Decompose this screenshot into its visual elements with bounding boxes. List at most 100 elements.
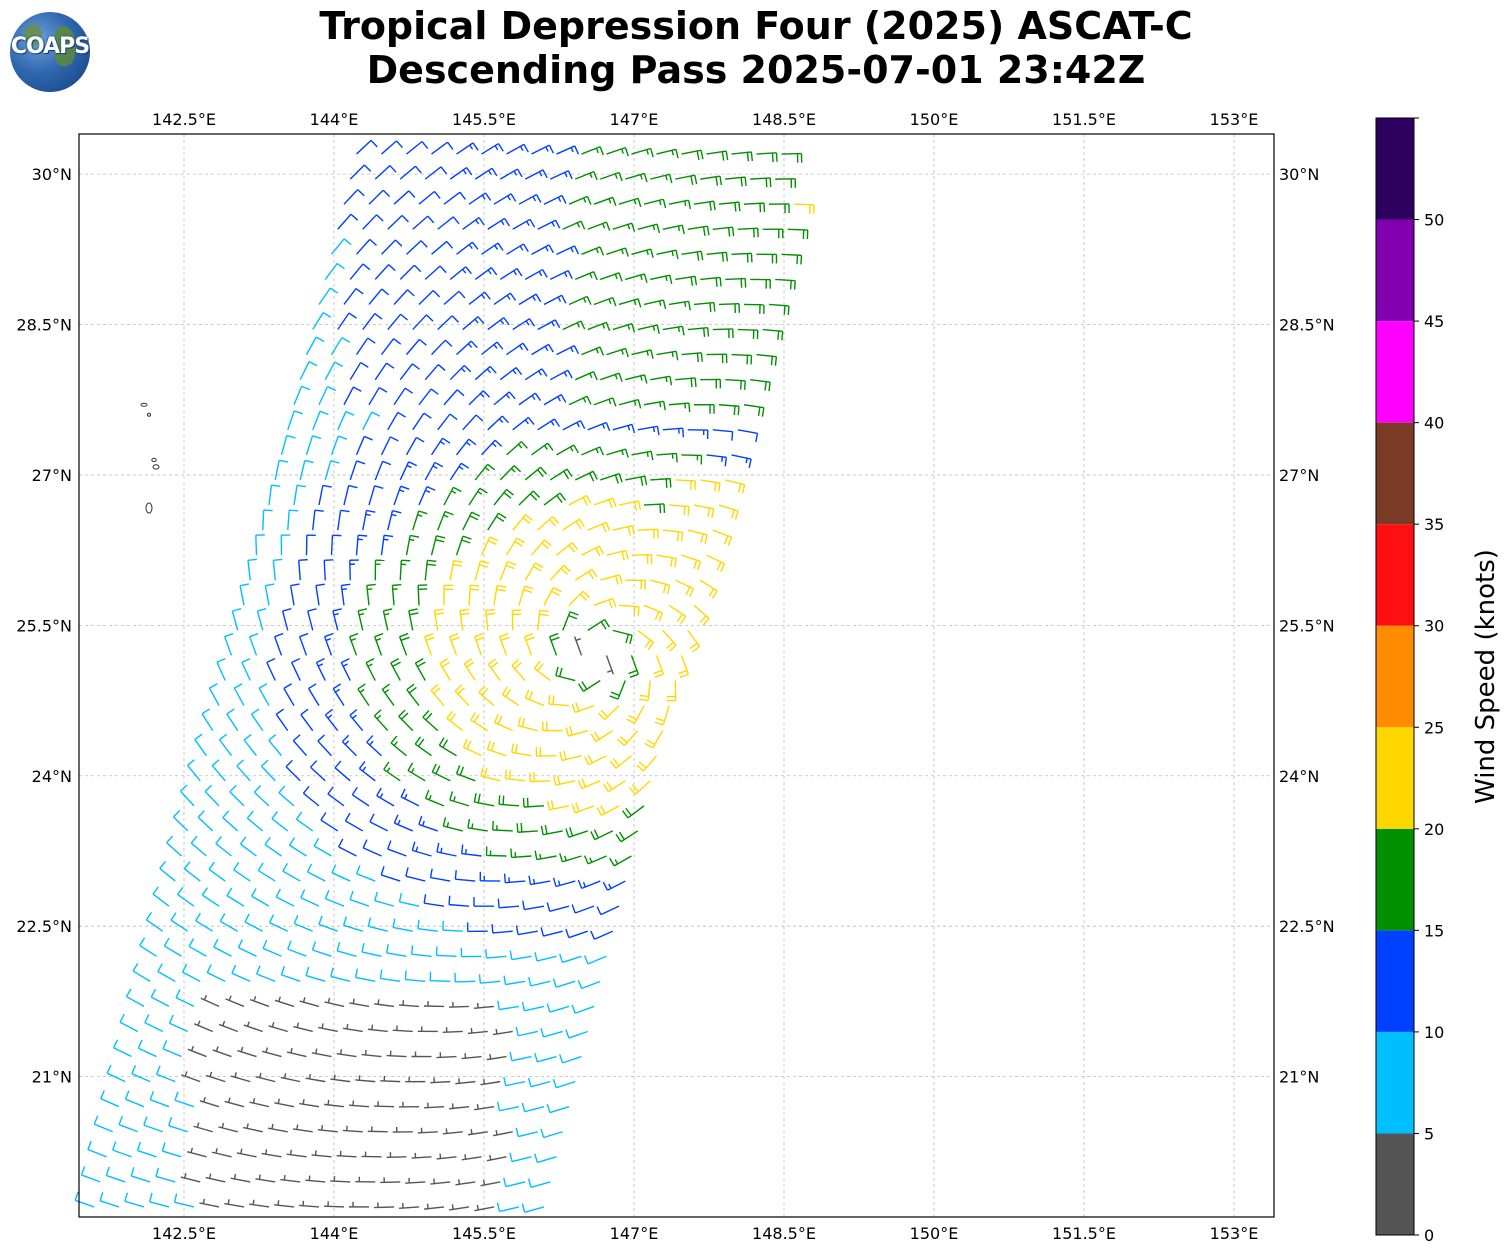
- wind-barb: [762, 328, 784, 341]
- wind-barb: [226, 887, 245, 907]
- wind-barb: [650, 477, 672, 488]
- wind-barb: [656, 554, 677, 568]
- wind-barb: [481, 341, 504, 356]
- wind-barb: [343, 484, 358, 506]
- wind-barb: [197, 810, 214, 832]
- wind-barb: [552, 1078, 576, 1089]
- wind-barb: [317, 1125, 338, 1133]
- wind-barb: [194, 1020, 214, 1033]
- wind-barb: [383, 761, 401, 782]
- colorbar-tick-label: 5: [1424, 1124, 1434, 1143]
- wind-barb: [255, 534, 265, 556]
- wind-barb: [565, 827, 588, 838]
- wind-barb: [622, 805, 645, 819]
- wind-barb: [668, 504, 690, 516]
- wind-barb: [460, 844, 482, 857]
- wind-barb: [718, 303, 741, 313]
- wind-barb: [418, 486, 436, 506]
- wind-barb: [236, 1148, 257, 1158]
- wind-barb: [461, 1053, 482, 1060]
- wind-barb: [438, 737, 457, 757]
- y-tick-label-left: 30°N: [32, 165, 72, 184]
- wind-barb: [373, 1101, 395, 1108]
- wind-barb: [268, 484, 281, 506]
- x-tick-label-top: 153°E: [1210, 110, 1259, 129]
- wind-barb: [455, 1078, 476, 1085]
- colorbar-label: Wind Speed (knots): [1471, 549, 1501, 804]
- wind-barb: [535, 747, 557, 757]
- wind-barb: [312, 311, 332, 330]
- wind-barb: [562, 320, 586, 331]
- wind-barb: [349, 460, 366, 481]
- plot-frame: [78, 133, 1275, 1218]
- wind-barb: [318, 385, 336, 406]
- wind-barb: [208, 683, 220, 706]
- wind-barb: [293, 1022, 313, 1033]
- wind-barb: [487, 658, 501, 681]
- wind-barb: [376, 787, 395, 807]
- wind-barb: [756, 152, 778, 163]
- wind-barb: [462, 217, 485, 230]
- wind-barb: [373, 1202, 395, 1209]
- wind-barb: [439, 658, 451, 681]
- wind-barb: [631, 349, 654, 359]
- wind-barb: [181, 963, 201, 982]
- wind-barb: [662, 629, 677, 652]
- wind-barb: [237, 1046, 257, 1058]
- wind-barb: [391, 583, 402, 606]
- colorbar-segment: [1376, 422, 1414, 525]
- wind-barb: [565, 928, 588, 939]
- wind-barb: [631, 248, 654, 258]
- wind-barb: [287, 509, 299, 531]
- wind-barb: [662, 427, 685, 438]
- wind-barb: [505, 537, 525, 556]
- wind-barb: [393, 289, 415, 305]
- wind-barb: [643, 299, 667, 310]
- wind-barb: [587, 221, 611, 231]
- wind-barb: [687, 429, 709, 440]
- wind-barb: [653, 655, 665, 678]
- wind-barb: [387, 214, 409, 230]
- wind-barb: [187, 759, 201, 782]
- wind-barb: [568, 295, 592, 306]
- wind-barb: [362, 411, 381, 431]
- wind-barb: [750, 278, 771, 289]
- wind-barb: [298, 558, 308, 581]
- wind-barb: [493, 292, 517, 306]
- wind-barb: [590, 730, 614, 743]
- wind-barb: [706, 251, 728, 262]
- wind-barb: [625, 273, 648, 283]
- wind-barb: [437, 413, 458, 431]
- wind-barb: [258, 683, 270, 706]
- colorbar-segment: [1376, 828, 1414, 931]
- wind-barb: [211, 1148, 232, 1158]
- wind-barb: [485, 949, 507, 959]
- wind-barb: [145, 912, 164, 932]
- wind-barb: [449, 266, 472, 280]
- wind-barb: [199, 1097, 220, 1108]
- wind-barb: [132, 962, 151, 982]
- y-tick-label-right: 21°N: [1279, 1068, 1319, 1087]
- wind-barb: [546, 800, 570, 811]
- wind-barb: [529, 772, 551, 783]
- wind-barb: [486, 1154, 507, 1162]
- wind-barb: [307, 683, 320, 706]
- colorbar-tick-label: 30: [1424, 617, 1444, 636]
- wind-barb: [455, 1179, 476, 1186]
- wind-barb: [700, 378, 722, 389]
- wind-barb: [334, 760, 351, 782]
- wind-barb: [393, 387, 414, 406]
- wind-barb: [342, 1023, 363, 1033]
- colorbar-tick-label: 15: [1424, 921, 1444, 940]
- wind-barb: [431, 141, 454, 155]
- wind-barb: [355, 435, 373, 456]
- wind-barb: [144, 1014, 164, 1033]
- wind-barb: [324, 1099, 345, 1108]
- wind-barb: [449, 791, 470, 807]
- wind-barb: [224, 1199, 245, 1208]
- wind-barb: [299, 1200, 320, 1208]
- wind-barb: [411, 1051, 432, 1058]
- wind-barb: [436, 1052, 457, 1059]
- wind-barb: [381, 140, 404, 155]
- wind-barb: [466, 922, 488, 933]
